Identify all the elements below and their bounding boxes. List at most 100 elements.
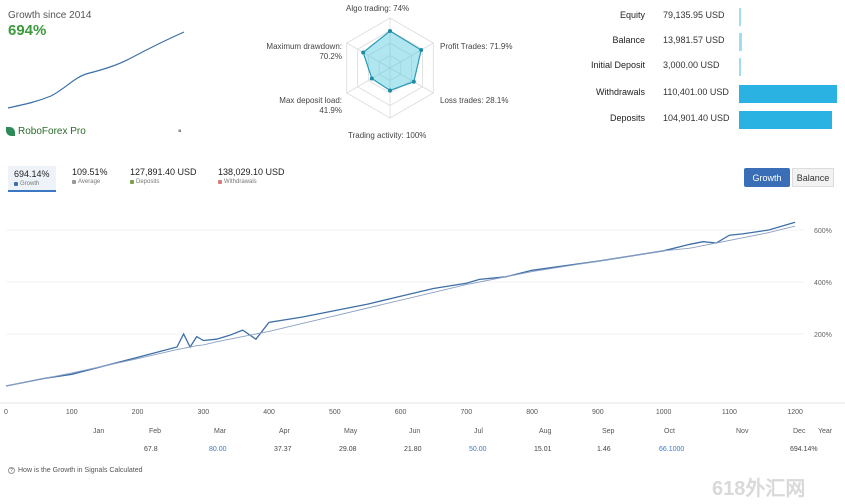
month-label: Jan: [93, 428, 105, 435]
month-value: 50.00: [469, 446, 487, 453]
x-tick-label: 900: [592, 409, 604, 416]
deposits-legend-icon: [130, 180, 134, 184]
month-value: 21.80: [404, 446, 422, 453]
month-label: Jul: [474, 428, 483, 435]
growth-chart: 200% 400% 600% 0 100 200 300 400 500 600 700 800 900…: [0, 221, 845, 416]
y-tick-label: 600%: [814, 228, 832, 235]
summary-deposits-value: 127,891.40 USD: [130, 167, 197, 177]
stat-value: 79,135.95 USD: [663, 10, 725, 20]
watermark: 618外汇网: [712, 478, 806, 500]
tab-growth[interactable]: Growth: [744, 168, 790, 187]
brand-name: RoboForex Pro: [18, 126, 86, 137]
radar-axis: [389, 42, 434, 69]
month-value: 66.1000: [659, 446, 685, 453]
radar-point: [388, 29, 392, 33]
x-tick-label: 100: [66, 409, 78, 416]
x-tick-label: 700: [460, 409, 472, 416]
x-tick-label: 200: [132, 409, 144, 416]
x-tick-label: 1200: [787, 409, 803, 416]
growth-calculation-link[interactable]: ? How is the Growth in Signals Calculate…: [8, 467, 143, 474]
month-label: Feb: [149, 428, 162, 435]
tab-balance[interactable]: Balance: [792, 168, 834, 187]
radar-point: [361, 50, 366, 55]
growth-since-label: Growth since 2014: [8, 10, 92, 21]
summary-withdrawals-value: 138,029.10 USD: [218, 167, 285, 177]
stat-value: 110,401.00 USD: [663, 87, 729, 97]
x-tick-label: 800: [526, 409, 538, 416]
stat-value: 104,901.40 USD: [663, 113, 730, 123]
radar-point: [419, 48, 424, 52]
month-value: 694.14%: [790, 446, 818, 453]
radar-label-bottom-left: Max deposit load: 41.9%: [279, 96, 342, 115]
month-value: 15.01: [534, 446, 552, 453]
stat-label: Initial Deposit: [590, 60, 645, 70]
radar-chart: [346, 17, 434, 119]
radar-label-bottom-right: Loss trades: 28.1%: [440, 96, 509, 105]
month-value: 37.37: [274, 446, 292, 453]
x-tick-label: 500: [329, 409, 341, 416]
summary-withdrawals-label: Withdrawals: [224, 179, 257, 185]
month-value: 67.8: [144, 446, 158, 453]
footnote-text: How is the Growth in Signals Calculated: [18, 467, 143, 474]
summary-deposits[interactable]: 127,891.40 USD Deposits: [130, 167, 197, 185]
more-menu-icon[interactable]: ▪: [178, 126, 182, 137]
month-value: 29.08: [339, 446, 357, 453]
x-tick-label: 600: [395, 409, 407, 416]
summary-growth-value: 694.14%: [14, 169, 50, 179]
growth-legend-icon: [14, 182, 18, 186]
x-tick-label: 1100: [722, 409, 737, 416]
summary-average-label: Average: [78, 179, 101, 185]
summary-deposits-label: Deposits: [136, 179, 160, 185]
radar-axis: [346, 67, 391, 94]
stat-label: Deposits: [609, 113, 645, 123]
leaf-icon: [6, 127, 15, 136]
help-icon: ?: [8, 467, 15, 474]
growth-value: 694%: [8, 22, 47, 39]
radar-label-bottom: Trading activity: 100%: [348, 131, 427, 140]
month-label: Aug: [539, 428, 552, 435]
stat-value: 13,981.57 USD: [663, 35, 725, 45]
month-label: Dec: [793, 428, 806, 435]
mini-growth-chart: [7, 31, 185, 109]
summary-average-value: 109.51%: [72, 167, 108, 177]
stat-bar: [739, 111, 833, 129]
y-tick-label: 200%: [814, 332, 832, 339]
radar-label-top: Algo trading: 74%: [346, 4, 410, 13]
month-label: Mar: [214, 428, 227, 435]
average-legend-icon: [72, 180, 76, 184]
stat-value: 3,000.00 USD: [663, 60, 720, 70]
y-tick-label: 400%: [814, 280, 832, 287]
summary-growth-label: Growth: [20, 181, 40, 187]
x-tick-label: 1000: [656, 409, 672, 416]
stat-bar: [739, 58, 741, 76]
stat-bar: [739, 85, 837, 103]
month-label: May: [344, 428, 358, 435]
summary-average[interactable]: 109.51% Average: [72, 167, 108, 185]
summary-withdrawals[interactable]: 138,029.10 USD Withdrawals: [218, 167, 285, 185]
stat-bar: [739, 8, 741, 26]
stat-label: Withdrawals: [595, 87, 645, 97]
x-tick-label: 400: [263, 409, 275, 416]
month-label: Sep: [602, 428, 615, 435]
radar-label-right: Profit Trades: 71.9%: [440, 42, 513, 51]
radar-axis: [346, 42, 391, 69]
radar-point: [388, 88, 392, 93]
stat-bar: [739, 33, 742, 51]
x-tick-label: 300: [197, 409, 209, 416]
series-line-trend: [5, 225, 796, 387]
month-value: 80.00: [209, 446, 227, 453]
stat-label: Equity: [619, 10, 645, 20]
radar-label-left: Maximum drawdown: 70.2%: [266, 42, 342, 61]
series-line-growth: [5, 221, 796, 387]
x-tick-label: 0: [4, 409, 8, 416]
withdrawals-legend-icon: [218, 180, 222, 184]
month-label: Year: [818, 428, 833, 435]
month-label: Nov: [736, 428, 749, 435]
month-label: Oct: [664, 428, 675, 435]
radar-point: [369, 76, 374, 81]
month-label: Apr: [279, 428, 290, 435]
radar-axis: [389, 67, 434, 94]
brand-logo[interactable]: RoboForex Pro: [6, 126, 86, 137]
month-label: Jun: [409, 428, 421, 435]
summary-growth[interactable]: 694.14% Growth: [8, 166, 56, 192]
